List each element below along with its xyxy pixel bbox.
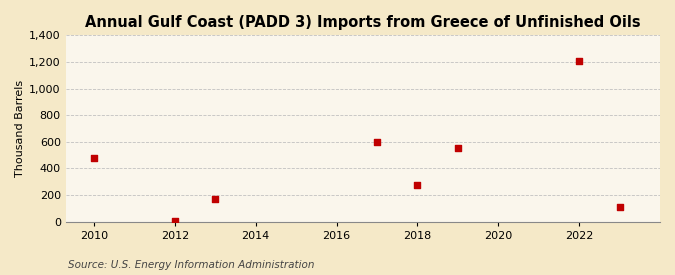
Y-axis label: Thousand Barrels: Thousand Barrels bbox=[15, 80, 25, 177]
Point bbox=[169, 219, 180, 224]
Point bbox=[210, 197, 221, 201]
Point bbox=[614, 205, 625, 209]
Point bbox=[452, 146, 463, 150]
Point bbox=[371, 140, 382, 144]
Title: Annual Gulf Coast (PADD 3) Imports from Greece of Unfinished Oils: Annual Gulf Coast (PADD 3) Imports from … bbox=[85, 15, 641, 30]
Point bbox=[88, 156, 99, 160]
Point bbox=[574, 59, 585, 64]
Point bbox=[412, 183, 423, 187]
Text: Source: U.S. Energy Information Administration: Source: U.S. Energy Information Administ… bbox=[68, 260, 314, 270]
